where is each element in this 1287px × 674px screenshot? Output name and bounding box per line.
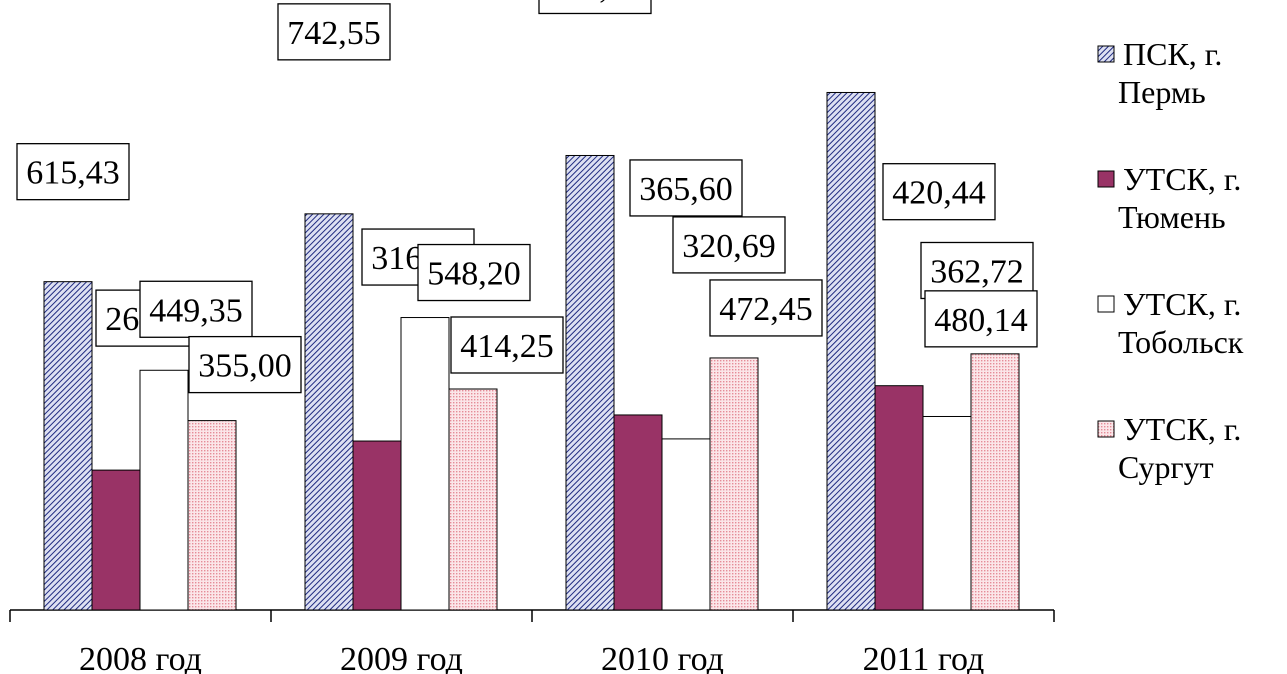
data-label: 615,43 (16, 143, 130, 201)
data-label-text: 414,25 (460, 328, 554, 365)
x-tick-label: 2008 год (79, 641, 202, 674)
data-label: 420,44 (882, 163, 996, 221)
bar (565, 154, 615, 611)
data-label: 355,00 (188, 335, 302, 394)
bar (613, 414, 663, 611)
legend-entry: ПСК, г.Пермь (1097, 36, 1222, 110)
legend-label: Сургут (1118, 449, 1214, 485)
bar (187, 420, 237, 611)
data-label-text: 615,43 (26, 155, 120, 192)
data-label-text: 355,00 (198, 348, 292, 385)
bar (826, 91, 876, 611)
x-tick-label: 2011 год (863, 641, 985, 674)
legend-swatch (1097, 420, 1115, 438)
data-label-box (417, 243, 531, 302)
data-label-box (450, 316, 564, 374)
data-label-box (188, 335, 302, 394)
data-label-text: 742,55 (287, 15, 381, 52)
bar (352, 440, 402, 611)
data-label-box (277, 3, 391, 61)
bar (400, 317, 450, 611)
data-label-box (882, 163, 996, 221)
data-label-text: 320,69 (682, 228, 776, 265)
bar (874, 385, 924, 611)
data-label: 365,60 (629, 159, 743, 217)
data-label-text: 449,35 (149, 292, 243, 329)
data-label-text: 365,60 (639, 171, 733, 208)
legend-swatch (1097, 295, 1115, 313)
data-label: 480,14 (924, 290, 1038, 348)
bar (304, 213, 354, 611)
x-tick-label: 2010 год (601, 641, 724, 674)
x-tick-label: 2009 год (340, 641, 463, 674)
data-label-text: 548,20 (427, 256, 521, 293)
data-label: 414,25 (450, 316, 564, 374)
bar (661, 438, 711, 611)
data-label-box (924, 290, 1038, 348)
legend-entry: УТСК, г.Сургут (1097, 411, 1241, 485)
bar (139, 369, 189, 611)
data-label: 320,69 (672, 216, 786, 274)
legend-label: Пермь (1118, 74, 1206, 110)
data-label-box (538, 0, 652, 15)
data-label: 472,45 (709, 279, 823, 337)
bar (709, 357, 759, 611)
legend-label: УТСК, г. (1123, 411, 1241, 447)
data-label-text: 420,44 (892, 175, 986, 212)
legend-label: Тюмень (1118, 199, 1226, 235)
data-label: 449,35 (139, 280, 253, 338)
data-label-box (629, 159, 743, 217)
legend-swatch (1097, 45, 1115, 63)
bar (970, 353, 1020, 611)
data-label-box (672, 216, 786, 274)
bar (43, 281, 93, 611)
data-label: 851,96 (538, 0, 652, 15)
legend-label: Тобольск (1118, 324, 1244, 360)
data-label: 362,72 (920, 241, 1034, 300)
legend-label: ПСК, г. (1123, 36, 1222, 72)
bar (922, 415, 972, 611)
data-label-text: 362,72 (930, 253, 1024, 290)
data-label-text: 851,96 (548, 0, 642, 5)
legend-label: УТСК, г. (1123, 286, 1241, 322)
legend-entry: УТСК, г.Тобольск (1097, 286, 1244, 360)
bar (91, 469, 141, 611)
legend-label: УТСК, г. (1123, 161, 1241, 197)
data-label-box (16, 143, 130, 201)
data-label-box (709, 279, 823, 337)
data-label-text: 472,45 (719, 291, 813, 328)
data-label: 742,55 (277, 3, 391, 61)
data-label: 548,20 (417, 243, 531, 302)
bar (448, 388, 498, 611)
legend-swatch (1097, 170, 1115, 188)
data-label-text: 480,14 (934, 302, 1028, 339)
legend-entry: УТСК, г.Тюмень (1097, 161, 1241, 235)
